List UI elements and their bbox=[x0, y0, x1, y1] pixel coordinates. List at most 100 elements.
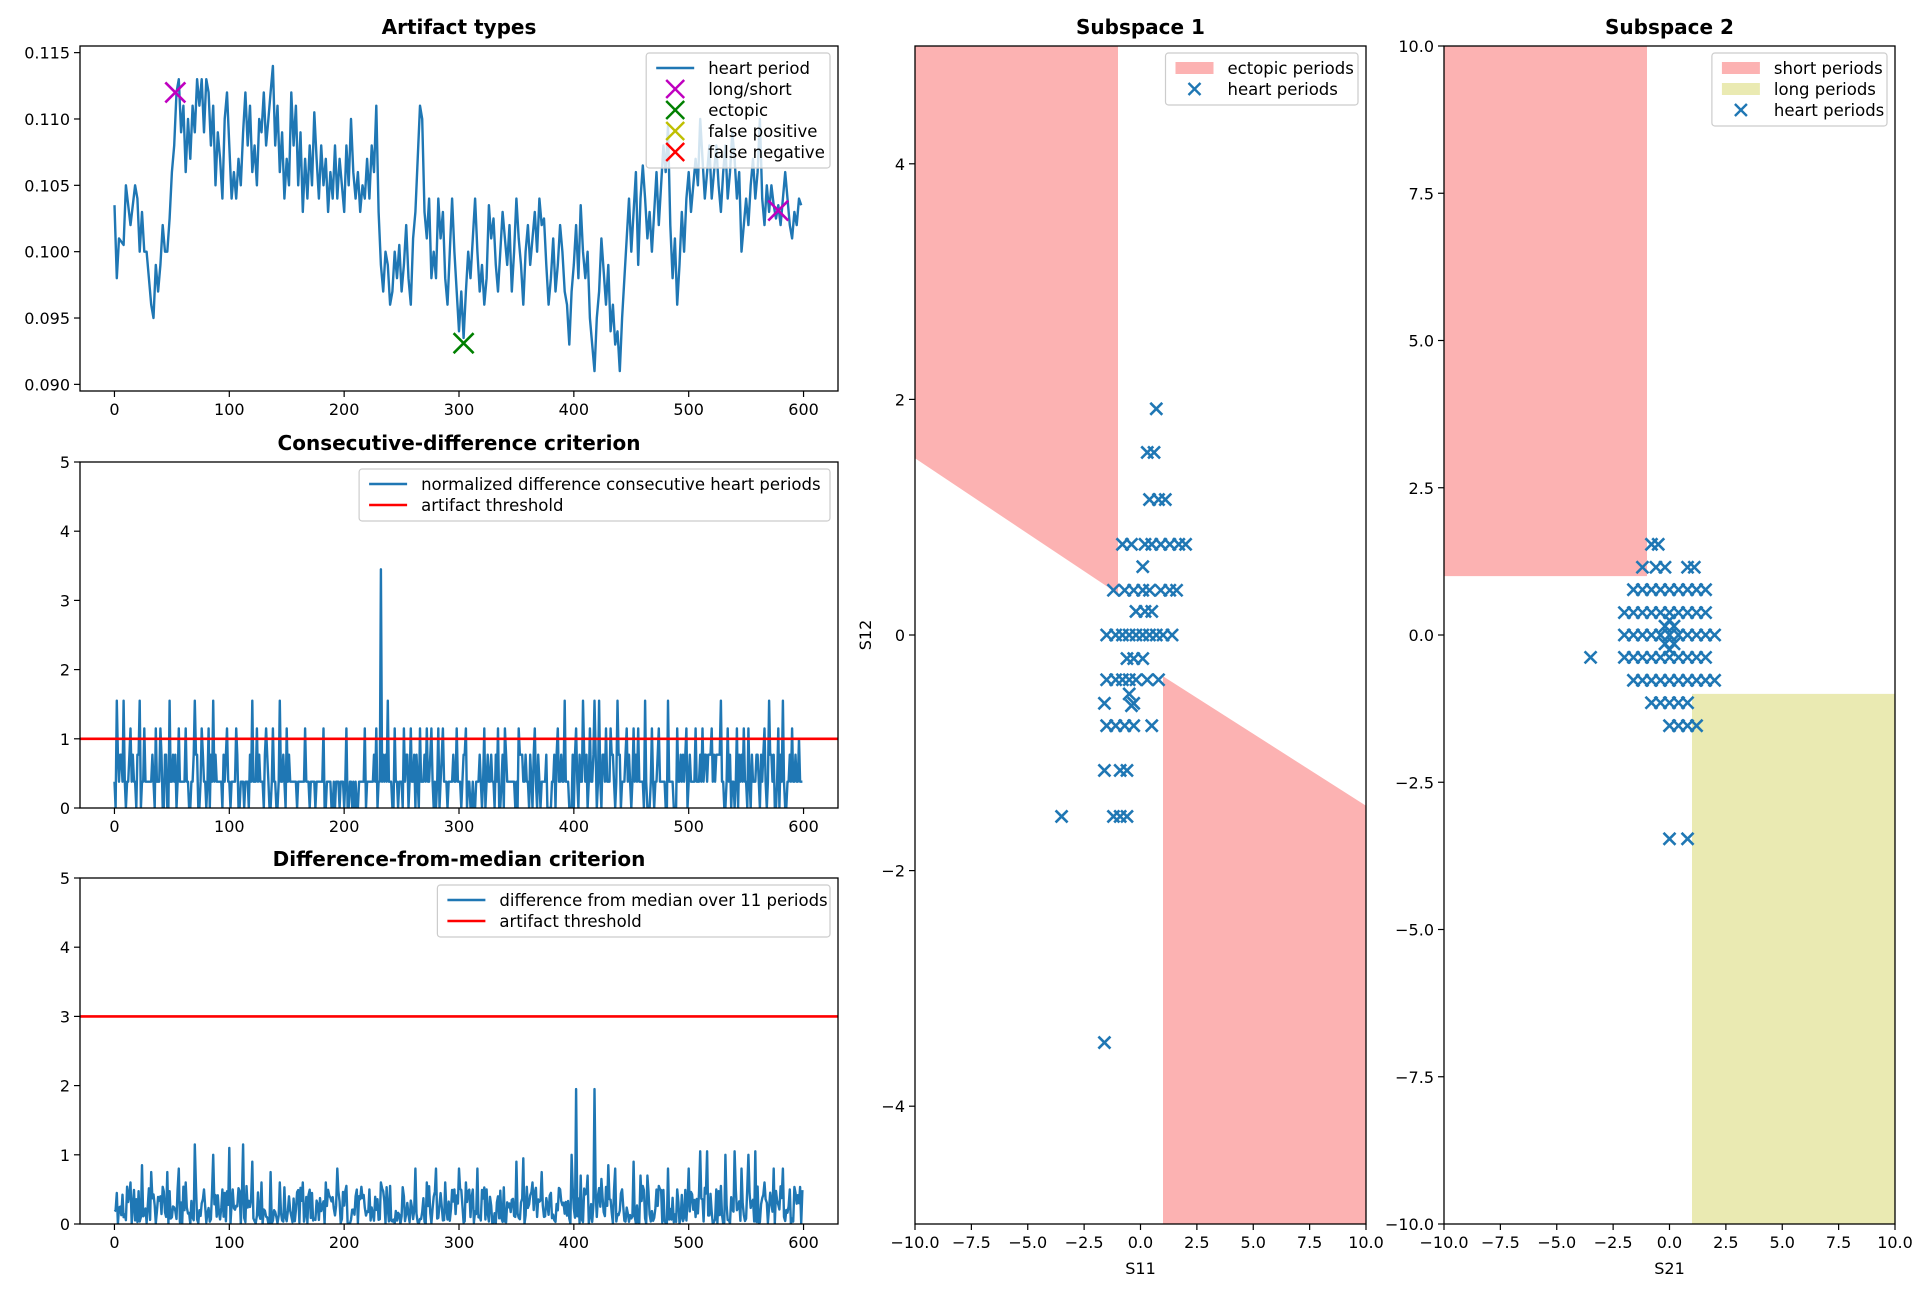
y-tick-label: 7.5 bbox=[1409, 184, 1434, 203]
legend-handle bbox=[1187, 82, 1202, 96]
legend-handle bbox=[665, 79, 686, 99]
legend-entry: heart period bbox=[708, 59, 810, 78]
marker-1-1 bbox=[767, 199, 790, 222]
y-tick-label: 0.0 bbox=[1409, 626, 1434, 645]
point-63 bbox=[1707, 673, 1722, 688]
x-tick-label: 500 bbox=[673, 817, 704, 836]
point-54 bbox=[1144, 718, 1159, 733]
series-line-0 bbox=[113, 64, 803, 373]
legend-handle bbox=[665, 100, 686, 120]
x-tick-label: 0.0 bbox=[1657, 1233, 1682, 1252]
region-1 bbox=[1692, 693, 1895, 1224]
x-tick-label: 0.0 bbox=[1128, 1233, 1153, 1252]
point-2 bbox=[1147, 445, 1161, 460]
axes-consecutive-difference: 0 100 200 300 400 500 600 0 1 2 3 4 5 Consecutive-dif… bbox=[60, 431, 839, 836]
x-tick-label: 300 bbox=[444, 400, 475, 419]
point-25 bbox=[1144, 604, 1159, 619]
x-tick-label: −5.0 bbox=[1537, 1233, 1576, 1252]
x-tick-label: 600 bbox=[788, 400, 819, 419]
point-13 bbox=[1178, 537, 1193, 552]
x-tick-label: 7.5 bbox=[1826, 1233, 1851, 1252]
marker-1-0 bbox=[164, 81, 187, 104]
y-tick-label: −2.5 bbox=[1395, 773, 1434, 792]
point-25 bbox=[1617, 605, 1632, 620]
x-tick-label: −10.0 bbox=[1419, 1233, 1468, 1252]
y-tick-label: 0.100 bbox=[24, 243, 70, 262]
legend-handle bbox=[1721, 83, 1760, 95]
y-tick-label: 4 bbox=[895, 155, 905, 174]
point-73 bbox=[1662, 831, 1677, 846]
x-tick-label: 100 bbox=[214, 817, 245, 836]
point-36 bbox=[1707, 628, 1722, 642]
legend: normalized difference consecutive heart … bbox=[358, 468, 831, 522]
axes-subspace-2: −10.0 −7.5 −5.0 −2.5 0.0 2.5 5.0 7.5 10.0 −10.0 −7… bbox=[1385, 15, 1913, 1278]
y-tick-label: 4 bbox=[60, 522, 70, 541]
y-tick-label: 4 bbox=[60, 938, 70, 957]
y-tick-label: 2.5 bbox=[1409, 479, 1434, 498]
y-tick-label: 2 bbox=[895, 390, 905, 409]
point-43 bbox=[1129, 672, 1143, 687]
region-0 bbox=[1444, 46, 1647, 577]
point-58 bbox=[1054, 809, 1069, 824]
y-tick-label: −7.5 bbox=[1395, 1068, 1434, 1087]
x-tick-label: 600 bbox=[788, 1233, 819, 1252]
x-tick-label: 500 bbox=[673, 1233, 704, 1252]
plot-area bbox=[915, 46, 1366, 1224]
axes-subspace-1: −10.0 −7.5 −5.0 −2.5 0.0 2.5 5.0 7.5 10.0 −4 −2 0 2 4… bbox=[856, 15, 1384, 1278]
legend-entry: false negative bbox=[708, 143, 825, 162]
x-tick-label: 400 bbox=[559, 1233, 590, 1252]
x-tick-label: 300 bbox=[444, 817, 475, 836]
x-tick-label: 100 bbox=[214, 400, 245, 419]
region-0 bbox=[915, 46, 1118, 594]
x-tick-label: 100 bbox=[214, 1233, 245, 1252]
plot-area bbox=[1444, 46, 1895, 1224]
legend: difference from median over 11 periods ar… bbox=[436, 884, 831, 938]
x-tick-label: 200 bbox=[329, 400, 360, 419]
y-tick-label: −4 bbox=[881, 1097, 905, 1116]
point-22 bbox=[1169, 583, 1184, 598]
point-45 bbox=[1151, 672, 1166, 687]
legend-frame bbox=[358, 468, 831, 522]
point-44 bbox=[1140, 672, 1155, 687]
y-tick-label: 5 bbox=[60, 869, 70, 888]
y-tick-label: 0.105 bbox=[24, 176, 70, 195]
x-tick-label: 2.5 bbox=[1184, 1233, 1209, 1252]
series-line-0 bbox=[113, 568, 803, 808]
legend-entry: long/short bbox=[708, 80, 792, 99]
point-35 bbox=[1165, 628, 1179, 642]
point-46 bbox=[1122, 686, 1137, 701]
region-1 bbox=[1163, 676, 1366, 1224]
point-74 bbox=[1680, 831, 1695, 846]
y-tick-label: 0 bbox=[60, 1215, 70, 1234]
x-tick-label: 600 bbox=[788, 817, 819, 836]
series-line-0 bbox=[113, 1087, 804, 1224]
point-55 bbox=[1097, 763, 1112, 778]
legend-entry: difference from median over 11 periods bbox=[499, 891, 827, 910]
plot-area bbox=[113, 64, 803, 373]
x-tick-label: 400 bbox=[559, 817, 590, 836]
chart-title: Consecutive-difference criterion bbox=[278, 431, 641, 455]
point-68 bbox=[1680, 695, 1695, 710]
chart-title: Artifact types bbox=[382, 15, 537, 39]
chart-title: Subspace 2 bbox=[1605, 15, 1734, 39]
point-15 bbox=[1698, 582, 1713, 597]
x-axis-label: S11 bbox=[1125, 1259, 1156, 1278]
x-tick-label: 200 bbox=[329, 1233, 360, 1252]
legend-handle bbox=[1734, 103, 1748, 117]
y-tick-label: 5 bbox=[60, 453, 70, 472]
chart-title: Subspace 1 bbox=[1076, 15, 1205, 39]
point-24 bbox=[1698, 605, 1713, 620]
point-53 bbox=[1698, 650, 1713, 665]
legend-entry: false positive bbox=[708, 122, 817, 141]
y-tick-label: 0 bbox=[60, 799, 70, 818]
y-tick-label: 10.0 bbox=[1398, 37, 1434, 56]
legend-handle bbox=[1721, 62, 1760, 74]
x-tick-label: −2.5 bbox=[1594, 1233, 1633, 1252]
x-tick-label: −7.5 bbox=[1481, 1233, 1520, 1252]
x-tick-label: 500 bbox=[673, 400, 704, 419]
legend-entry: artifact threshold bbox=[421, 496, 563, 515]
point-14 bbox=[1135, 559, 1150, 574]
point-6 bbox=[1687, 560, 1702, 575]
point-38 bbox=[1135, 651, 1150, 666]
point-2 bbox=[1651, 537, 1666, 552]
